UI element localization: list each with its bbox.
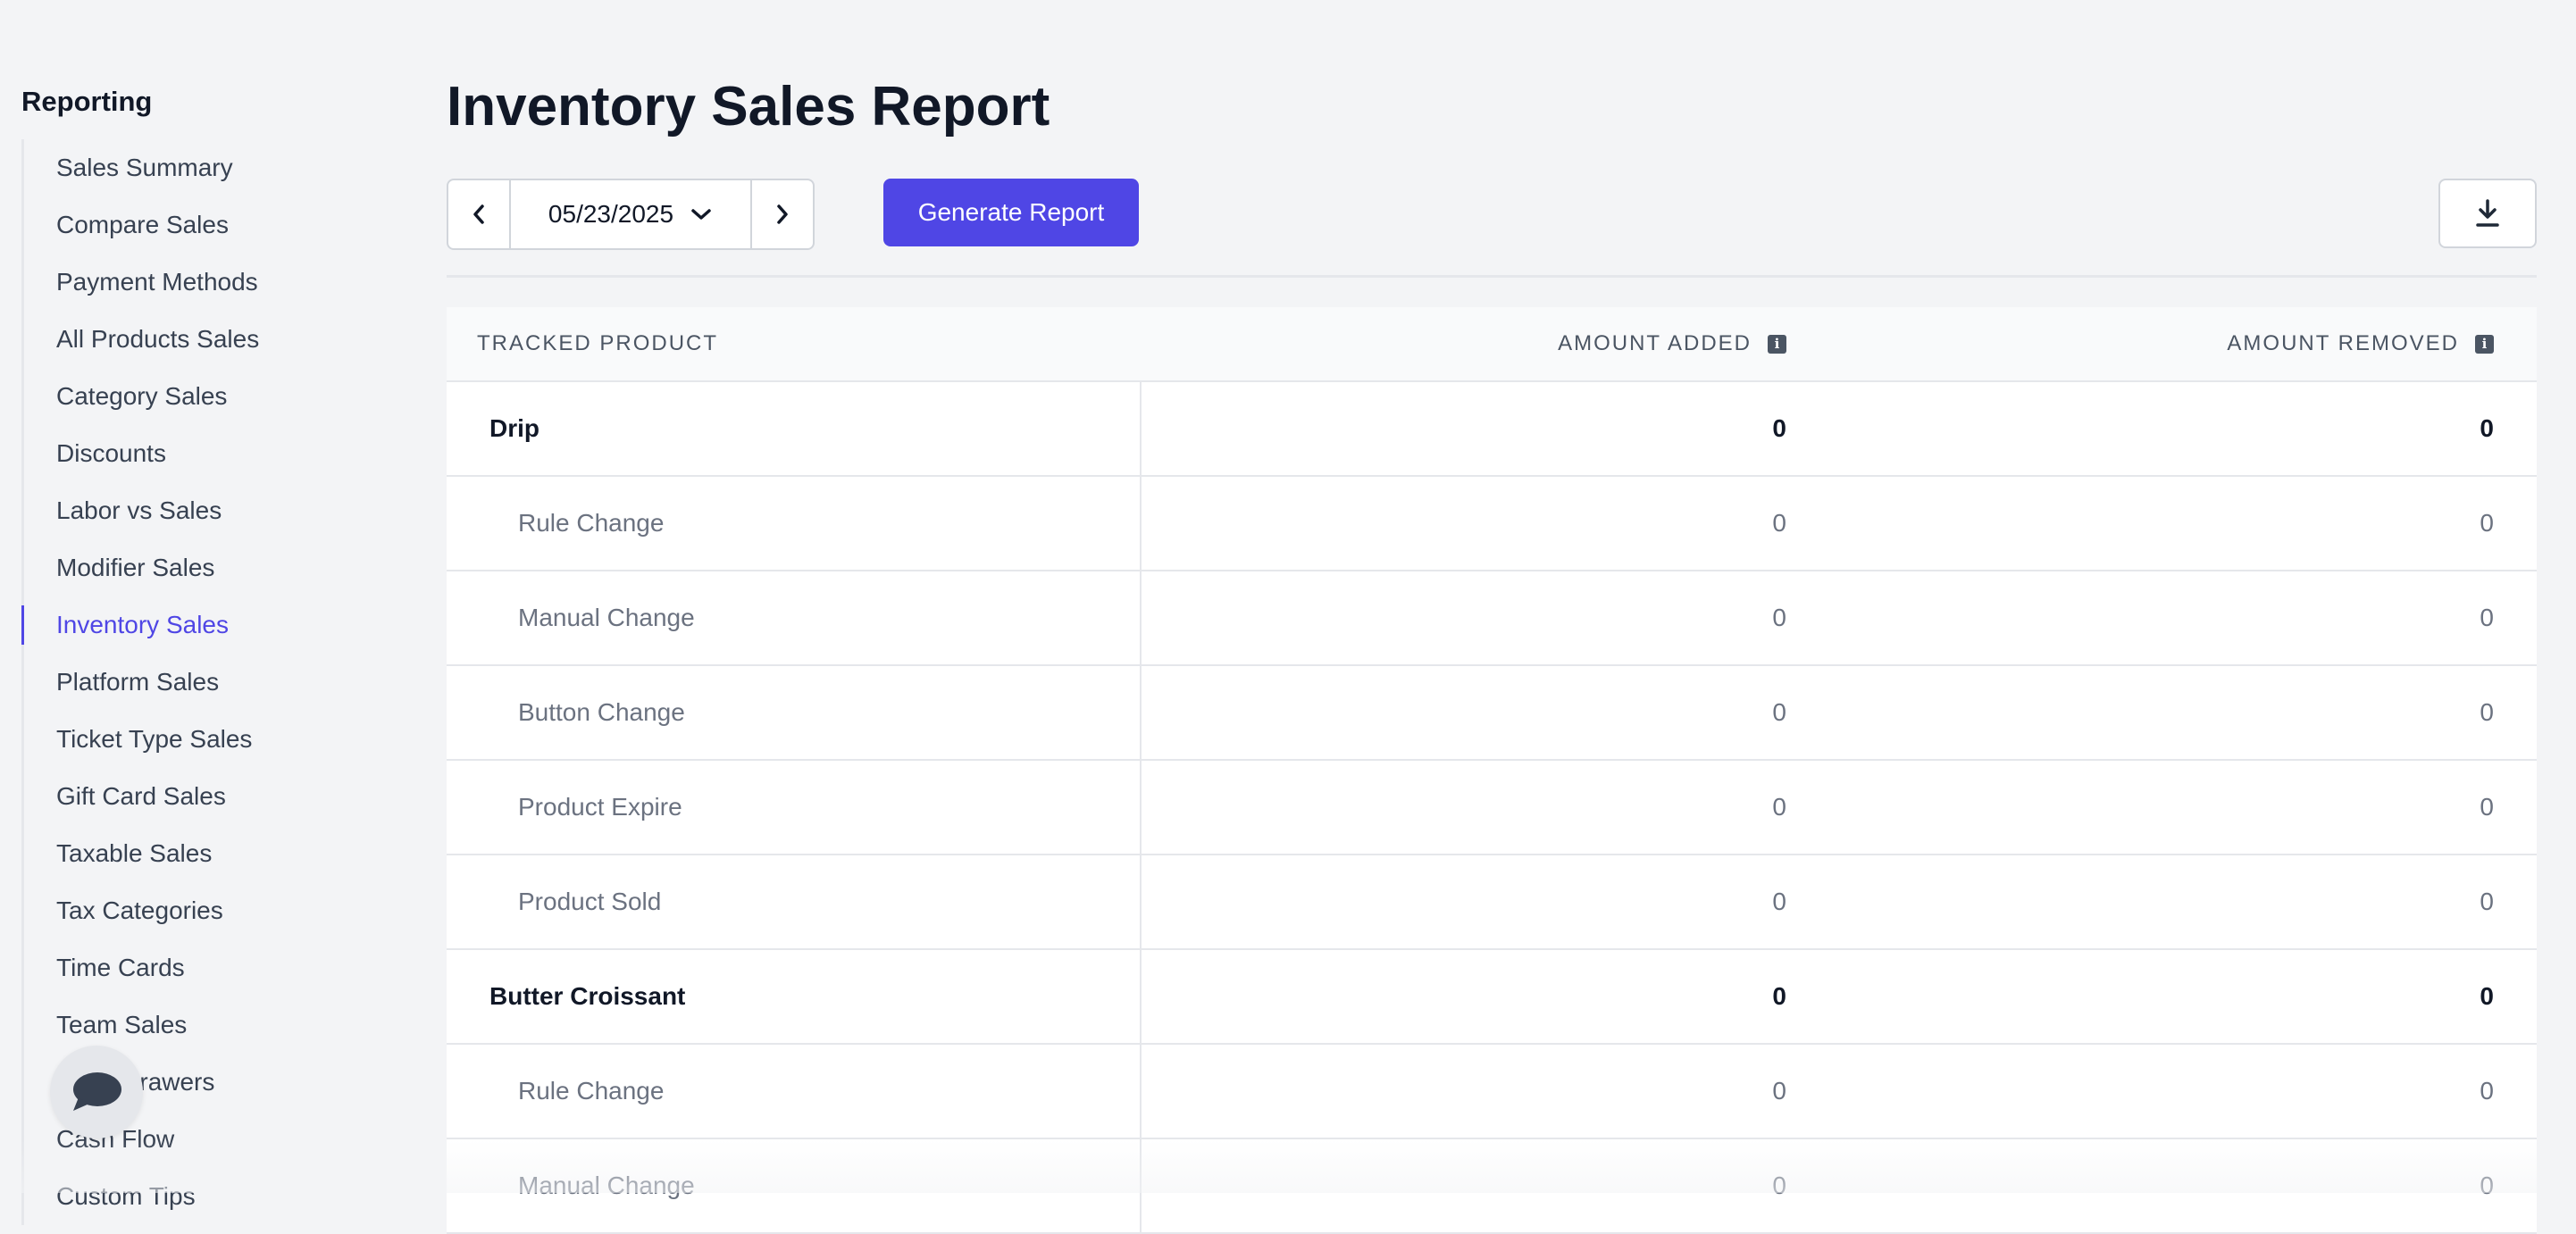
product-name-cell: Product Expire (447, 761, 1142, 854)
amount-removed-cell: 0 (2480, 982, 2494, 1010)
amount-removed-cell: 0 (2480, 698, 2494, 726)
product-name-cell: Button Change (447, 666, 1142, 759)
amount-removed-cell: 0 (2480, 1077, 2494, 1105)
product-name-cell: Drip (447, 382, 1142, 475)
column-header-tracked-product: TRACKED PRODUCT (447, 331, 1142, 356)
amount-removed-cell: 0 (2480, 888, 2494, 915)
table-row: Manual Change 0 0 (447, 571, 2537, 666)
amount-added-cell: 0 (1772, 509, 1786, 537)
table-header: TRACKED PRODUCT AMOUNT ADDED i AMOUNT RE… (447, 307, 2537, 382)
date-select[interactable]: 05/23/2025 (511, 180, 750, 248)
table-row: Product Sold 0 0 (447, 855, 2537, 950)
product-name-cell: Manual Change (447, 1139, 1142, 1232)
table-body: Drip 0 0 Rule Change 0 0 Manual Change 0 0 Button… (447, 382, 2537, 1234)
sidebar-item-taxable-sales[interactable]: Taxable Sales (56, 839, 213, 867)
amount-added-cell: 0 (1772, 414, 1786, 442)
amount-added-cell: 0 (1772, 982, 1786, 1010)
column-header-label: TRACKED PRODUCT (477, 331, 719, 355)
sidebar-item-time-cards[interactable]: Time Cards (56, 954, 185, 981)
column-header-label: AMOUNT REMOVED (2227, 331, 2459, 355)
divider (447, 275, 2537, 278)
sidebar-item-ticket-type-sales[interactable]: Ticket Type Sales (56, 725, 253, 753)
date-picker-group: 05/23/2025 (447, 179, 815, 250)
sidebar-item-inventory-sales[interactable]: Inventory Sales (21, 596, 381, 654)
chat-icon (73, 1072, 121, 1111)
chevron-right-icon (777, 204, 788, 224)
product-row: Butter Croissant 0 0 (447, 950, 2537, 1045)
amount-added-cell: 0 (1772, 604, 1786, 631)
sidebar-item-gift-card-sales[interactable]: Gift Card Sales (56, 782, 226, 810)
sidebar-item-tax-categories[interactable]: Tax Categories (56, 896, 223, 924)
table-row: Rule Change 0 0 (447, 477, 2537, 571)
sidebar-title: Reporting (21, 86, 153, 117)
column-header-amount-removed: AMOUNT REMOVED i (1813, 331, 2537, 356)
next-date-button[interactable] (750, 180, 813, 248)
sidebar-item-team-sales[interactable]: Team Sales (56, 1011, 188, 1038)
generate-report-button[interactable]: Generate Report (883, 179, 1139, 246)
date-value: 05/23/2025 (548, 200, 674, 228)
amount-removed-cell: 0 (2480, 414, 2494, 442)
amount-removed-cell: 0 (2480, 604, 2494, 631)
amount-added-cell: 0 (1772, 698, 1786, 726)
amount-removed-cell: 0 (2480, 1171, 2494, 1199)
table-row: Rule Change 0 0 (447, 1045, 2537, 1139)
product-name-cell: Rule Change (447, 1045, 1142, 1138)
sidebar-nav: Sales Summary Compare Sales Payment Method… (21, 139, 381, 1225)
sidebar-item-modifier-sales[interactable]: Modifier Sales (56, 554, 215, 581)
sidebar-item-platform-sales[interactable]: Platform Sales (56, 668, 220, 696)
sidebar-item-all-products-sales[interactable]: All Products Sales (56, 325, 260, 353)
info-icon[interactable]: i (1768, 334, 1786, 354)
sidebar: Reporting Sales Summary Compare Sales Paym… (0, 0, 420, 1225)
amount-removed-cell: 0 (2480, 509, 2494, 537)
product-row: Drip 0 0 (447, 382, 2537, 477)
table-row: Product Expire 0 0 (447, 761, 2537, 855)
chevron-down-icon (691, 209, 711, 220)
sidebar-item-discounts[interactable]: Discounts (56, 439, 166, 467)
table-row: Manual Change 0 0 (447, 1139, 2537, 1234)
inventory-sales-table: TRACKED PRODUCT AMOUNT ADDED i AMOUNT RE… (447, 307, 2537, 1234)
chevron-left-icon (473, 204, 484, 224)
page-title: Inventory Sales Report (447, 76, 1050, 138)
table-row: Button Change 0 0 (447, 666, 2537, 761)
amount-removed-cell: 0 (2480, 793, 2494, 821)
amount-added-cell: 0 (1772, 1077, 1786, 1105)
sidebar-item-custom-tips[interactable]: Custom Tips (56, 1182, 196, 1210)
product-name-cell: Product Sold (447, 855, 1142, 948)
product-name-cell: Butter Croissant (447, 950, 1142, 1043)
column-header-amount-added: AMOUNT ADDED i (1142, 331, 1813, 356)
amount-added-cell: 0 (1772, 888, 1786, 915)
sidebar-item-category-sales[interactable]: Category Sales (56, 382, 228, 410)
chat-button[interactable] (50, 1046, 143, 1138)
download-icon (2476, 199, 2499, 227)
product-name-cell: Rule Change (447, 477, 1142, 570)
sidebar-item-payment-methods[interactable]: Payment Methods (56, 268, 258, 296)
column-header-label: AMOUNT ADDED (1558, 331, 1752, 355)
report-toolbar: 05/23/2025 Generate Report (447, 179, 2537, 250)
sidebar-item-sales-summary[interactable]: Sales Summary (56, 154, 233, 181)
sidebar-item-labor-vs-sales[interactable]: Labor vs Sales (56, 496, 222, 524)
amount-added-cell: 0 (1772, 1171, 1786, 1199)
sidebar-item-compare-sales[interactable]: Compare Sales (56, 211, 229, 238)
amount-added-cell: 0 (1772, 793, 1786, 821)
previous-date-button[interactable] (448, 180, 511, 248)
download-button[interactable] (2438, 179, 2537, 248)
product-name-cell: Manual Change (447, 571, 1142, 664)
info-icon[interactable]: i (2475, 334, 2494, 354)
